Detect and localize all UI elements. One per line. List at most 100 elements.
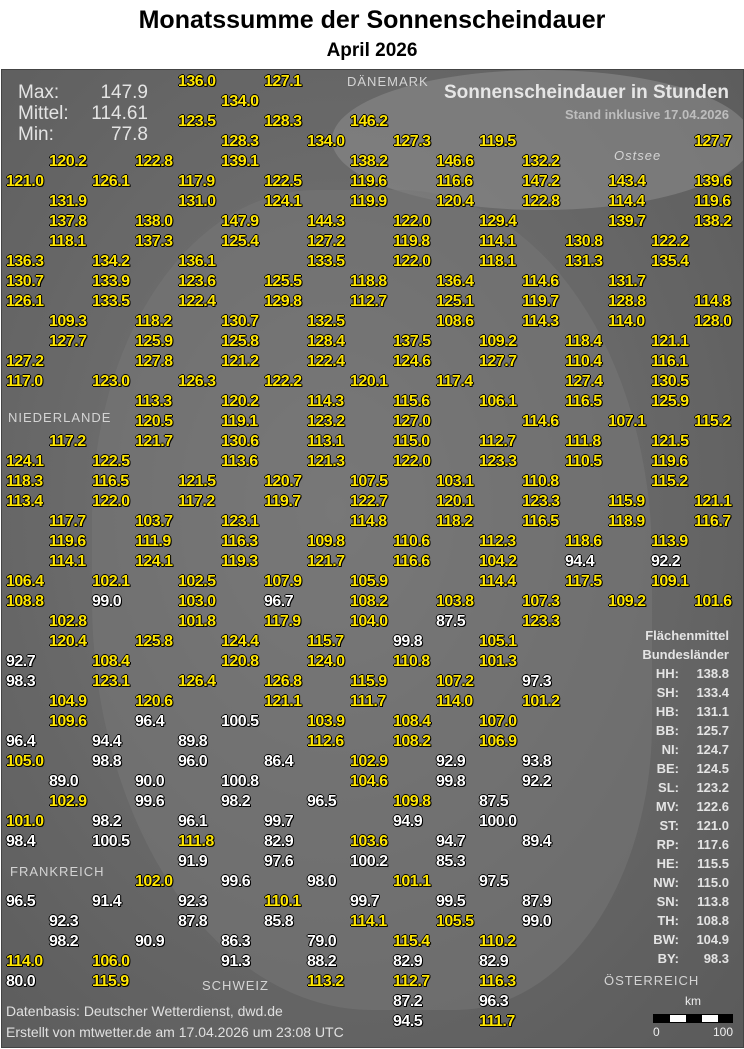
station-value: 102.0 (135, 873, 173, 890)
station-value: 139.6 (694, 173, 732, 190)
station-value: 113.2 (307, 973, 344, 990)
station-value: 111.7 (479, 1013, 515, 1030)
station-value: 125.9 (135, 333, 173, 350)
station-value: 114.8 (350, 513, 387, 530)
station-value: 100.5 (92, 833, 130, 850)
station-value: 114.6 (522, 413, 559, 430)
station-value: 123.1 (221, 513, 259, 530)
station-value: 118.9 (608, 513, 645, 530)
station-value: 99.8 (393, 633, 423, 650)
station-value: 102.1 (92, 573, 130, 590)
station-value: 121.0 (6, 173, 44, 190)
station-value: 130.6 (221, 433, 259, 450)
station-value: 112.3 (479, 533, 516, 550)
station-value: 116.5 (92, 473, 129, 490)
station-value: 104.2 (479, 553, 517, 570)
station-value: 110.8 (393, 653, 430, 670)
station-value: 92.2 (522, 773, 552, 790)
station-value: 114.1 (350, 913, 387, 930)
data-status: Stand inklusive 17.04.2026 (564, 107, 729, 122)
map-title: Sonnenscheindauer in Stunden (443, 82, 729, 103)
station-value: 123.3 (522, 493, 560, 510)
station-value: 127.4 (565, 373, 603, 390)
station-value: 111.8 (178, 833, 214, 850)
station-value: 130.8 (565, 233, 603, 250)
sunshine-map: DÄNEMARK Ostsee NIEDERLANDE FRANKREICH Ö… (1, 69, 744, 1048)
station-value: 90.9 (135, 933, 165, 950)
country-label-fr: FRANKREICH (10, 864, 105, 879)
state-code: MV: (655, 799, 679, 814)
station-value: 124.1 (6, 453, 44, 470)
station-value: 117.2 (178, 493, 215, 510)
station-value: 104.9 (49, 693, 87, 710)
station-value: 129.4 (479, 213, 517, 230)
station-value: 98.2 (49, 933, 79, 950)
legend-row: BY: 98.3 (639, 949, 729, 968)
state-code: HH: (655, 666, 679, 681)
station-value: 122.0 (393, 453, 431, 470)
station-value: 109.3 (49, 313, 87, 330)
state-mean: 124.5 (696, 761, 729, 776)
state-code: ST: (659, 818, 680, 833)
station-value: 128.3 (264, 113, 302, 130)
station-value: 138.2 (350, 153, 388, 170)
station-value: 125.1 (436, 293, 474, 310)
station-value: 110.6 (393, 533, 430, 550)
station-value: 120.1 (436, 493, 474, 510)
station-value: 108.4 (92, 653, 130, 670)
station-value: 116.5 (565, 393, 602, 410)
station-value: 92.3 (178, 893, 208, 910)
station-value: 122.0 (92, 493, 130, 510)
station-value: 96.5 (6, 893, 36, 910)
station-value: 97.6 (264, 853, 294, 870)
state-code: NI: (661, 742, 679, 757)
station-value: 127.8 (135, 353, 173, 370)
station-value: 122.5 (264, 173, 302, 190)
station-value: 102.8 (49, 613, 87, 630)
station-value: 122.2 (651, 233, 689, 250)
station-value: 116.3 (221, 533, 258, 550)
station-value: 114.4 (479, 573, 516, 590)
station-value: 82.9 (264, 833, 294, 850)
station-value: 92.9 (436, 753, 466, 770)
station-value: 125.9 (651, 393, 689, 410)
station-value: 100.5 (221, 713, 259, 730)
station-value: 126.1 (6, 293, 44, 310)
station-value: 107.2 (436, 673, 474, 690)
scale-bar: km 0 100 (653, 994, 733, 1039)
station-value: 122.0 (393, 213, 431, 230)
station-value: 118.8 (350, 273, 387, 290)
station-value: 121.7 (135, 433, 173, 450)
station-value: 94.4 (92, 733, 122, 750)
state-mean: 108.8 (696, 913, 729, 928)
station-value: 117.5 (565, 573, 602, 590)
station-value: 139.1 (221, 153, 259, 170)
station-value: 87.9 (522, 893, 552, 910)
legend-row: SL: 123.2 (639, 778, 729, 797)
station-value: 146.6 (436, 153, 474, 170)
station-value: 115.2 (651, 473, 688, 490)
station-value: 113.6 (221, 453, 258, 470)
station-value: 88.2 (307, 953, 337, 970)
station-value: 99.6 (221, 873, 251, 890)
station-value: 112.6 (307, 733, 344, 750)
station-value: 100.8 (221, 773, 259, 790)
station-value: 120.4 (436, 193, 474, 210)
max-label: Max: (18, 82, 60, 103)
legend-row: HH: 138.8 (639, 664, 729, 683)
station-value: 105.9 (350, 573, 388, 590)
station-value: 109.2 (479, 333, 517, 350)
station-value: 106.9 (479, 733, 517, 750)
legend-row: MV: 122.6 (639, 797, 729, 816)
data-source: Datenbasis: Deutscher Wetterdienst, dwd.… (6, 1003, 283, 1019)
station-value: 118.1 (49, 233, 86, 250)
station-value: 99.7 (350, 893, 380, 910)
station-value: 118.4 (565, 333, 602, 350)
station-value: 97.3 (522, 673, 552, 690)
state-mean: 133.4 (696, 685, 729, 700)
station-value: 110.8 (522, 473, 559, 490)
max-value: 147.9 (100, 82, 148, 103)
station-value: 117.4 (436, 373, 473, 390)
station-value: 93.8 (522, 753, 552, 770)
station-value: 113.1 (307, 433, 344, 450)
